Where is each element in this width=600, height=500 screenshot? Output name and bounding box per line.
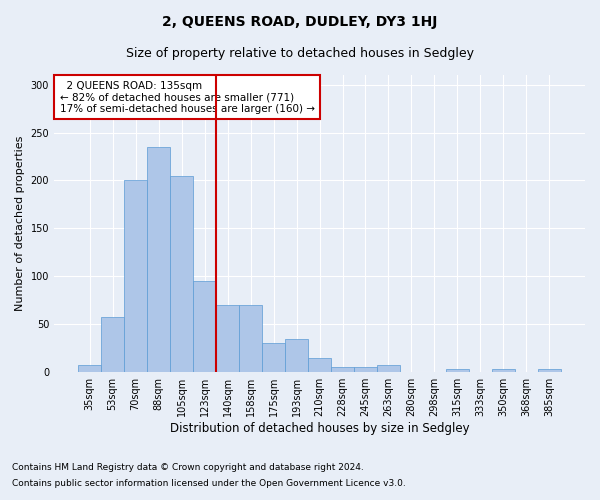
Text: Contains HM Land Registry data © Crown copyright and database right 2024.: Contains HM Land Registry data © Crown c… <box>12 464 364 472</box>
Bar <box>124 180 147 372</box>
Bar <box>147 147 170 372</box>
Bar <box>354 368 377 372</box>
Bar <box>78 364 101 372</box>
Bar <box>285 338 308 372</box>
Bar <box>170 176 193 372</box>
Bar <box>492 370 515 372</box>
Text: 2 QUEENS ROAD: 135sqm
← 82% of detached houses are smaller (771)
17% of semi-det: 2 QUEENS ROAD: 135sqm ← 82% of detached … <box>59 80 314 114</box>
Bar <box>216 305 239 372</box>
Y-axis label: Number of detached properties: Number of detached properties <box>15 136 25 312</box>
Bar <box>446 370 469 372</box>
Text: Contains public sector information licensed under the Open Government Licence v3: Contains public sector information licen… <box>12 478 406 488</box>
Bar <box>193 281 216 372</box>
Bar <box>308 358 331 372</box>
Bar <box>101 316 124 372</box>
Bar <box>239 305 262 372</box>
Bar <box>538 370 561 372</box>
Text: 2, QUEENS ROAD, DUDLEY, DY3 1HJ: 2, QUEENS ROAD, DUDLEY, DY3 1HJ <box>163 15 437 29</box>
Bar <box>262 344 285 372</box>
Bar <box>377 366 400 372</box>
Text: Size of property relative to detached houses in Sedgley: Size of property relative to detached ho… <box>126 48 474 60</box>
Bar <box>331 368 354 372</box>
X-axis label: Distribution of detached houses by size in Sedgley: Distribution of detached houses by size … <box>170 422 469 435</box>
